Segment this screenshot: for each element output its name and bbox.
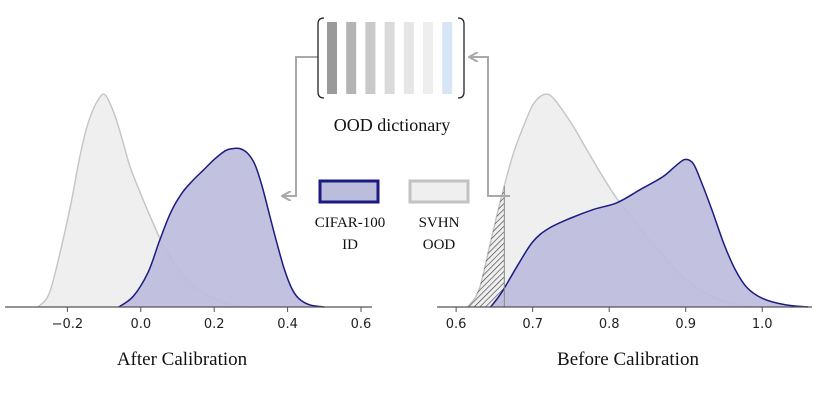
before-x-tick-label: 0.8 xyxy=(599,317,620,332)
before-cifar100-curve xyxy=(490,158,809,308)
legend: CIFAR-100 ID SVHN OOD xyxy=(315,179,470,253)
before-calibration-title: Before Calibration xyxy=(557,349,699,370)
legend-label-cifar100: CIFAR-100 xyxy=(315,215,386,231)
dictionary-cell xyxy=(365,22,376,94)
dictionary-cell xyxy=(442,22,453,94)
after-x-tick-label: 0.4 xyxy=(277,317,298,332)
before-x-tick-label: 0.9 xyxy=(675,317,696,332)
legend-sublabel-id: ID xyxy=(342,237,358,253)
legend-swatch-svhn xyxy=(408,179,470,204)
before-calibration-densities xyxy=(467,93,809,308)
legend-label-svhn: SVHN xyxy=(419,215,460,231)
after-x-tick-label: 0.6 xyxy=(351,317,372,332)
after-cifar100-area xyxy=(118,148,325,307)
after-calibration-panel: −0.2 0.0 0.2 0.4 0.6 After Calibration xyxy=(5,93,372,370)
after-x-tick-label: 0.0 xyxy=(130,317,151,332)
after-cifar100-curve xyxy=(118,147,325,308)
after-x-tick-label: 0.2 xyxy=(204,317,225,332)
before-to-dictionary-arrow xyxy=(470,57,510,197)
after-x-tick-label: −0.2 xyxy=(52,317,84,332)
ood-dictionary: OOD dictionary xyxy=(317,17,465,135)
after-calibration-title: After Calibration xyxy=(117,349,248,370)
before-x-tick-label: 0.7 xyxy=(522,317,543,332)
dictionary-cell xyxy=(423,22,433,94)
legend-swatch-cifar100 xyxy=(318,179,380,204)
dictionary-to-after-arrow xyxy=(283,56,318,196)
after-calibration-densities xyxy=(37,93,325,308)
dictionary-right-bracket xyxy=(457,17,465,99)
dictionary-cells xyxy=(327,22,453,94)
before-cifar100-area xyxy=(490,159,809,307)
dictionary-cell xyxy=(346,22,357,94)
before-x-tick-label: 1.0 xyxy=(752,317,773,332)
before-ood-below-threshold-hatch xyxy=(467,185,505,307)
dictionary-cell xyxy=(327,22,337,94)
dictionary-cell xyxy=(403,22,414,94)
before-calibration-x-ticks: 0.6 0.7 0.8 0.9 1.0 xyxy=(446,307,773,332)
before-calibration-panel: 0.6 0.7 0.8 0.9 1.0 Before Calibration xyxy=(437,93,812,370)
dictionary-label: OOD dictionary xyxy=(334,115,450,135)
legend-sublabel-ood: OOD xyxy=(423,237,456,253)
before-x-tick-label: 0.6 xyxy=(446,317,467,332)
dictionary-left-bracket xyxy=(317,17,325,99)
after-svhn-area xyxy=(38,94,251,307)
after-calibration-x-ticks: −0.2 0.0 0.2 0.4 0.6 xyxy=(52,307,372,332)
dictionary-cell xyxy=(384,22,395,94)
